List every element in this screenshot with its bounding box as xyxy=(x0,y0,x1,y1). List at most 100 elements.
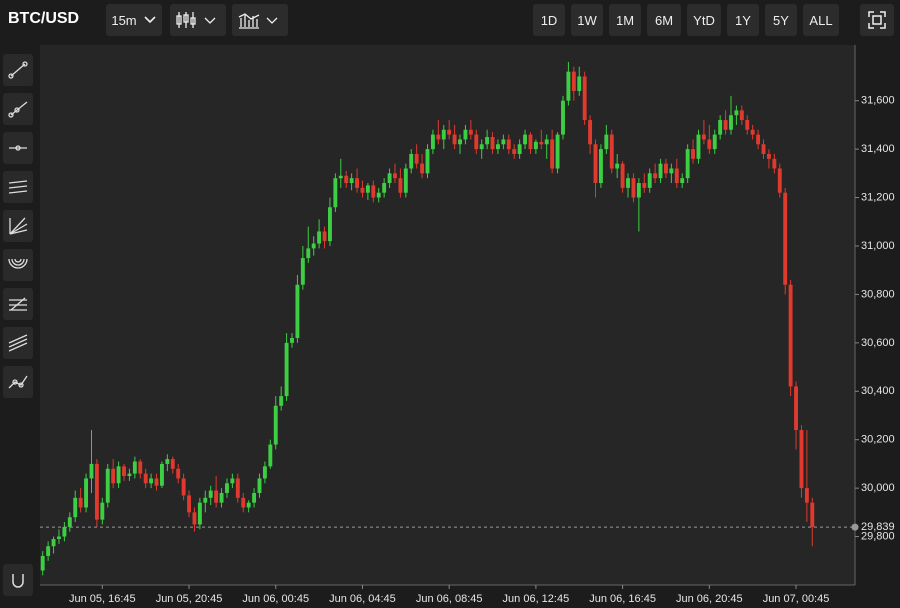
candle-body xyxy=(582,76,587,121)
plot-area xyxy=(40,45,855,585)
candle-body xyxy=(203,497,208,503)
candle-body xyxy=(355,178,359,188)
y-tick-label: 30,000 xyxy=(861,482,895,494)
candle-body xyxy=(393,173,397,179)
range-button[interactable]: 1Y xyxy=(727,4,759,36)
range-button[interactable]: 5Y xyxy=(765,4,797,36)
candle-body xyxy=(252,492,257,503)
candle-body xyxy=(777,168,782,193)
tool-path[interactable] xyxy=(3,366,33,398)
candle-body xyxy=(810,502,815,528)
candle-body xyxy=(176,468,181,479)
candle-body xyxy=(485,137,490,145)
candle-body xyxy=(360,187,365,193)
candle-body xyxy=(94,463,99,520)
tool-hline[interactable] xyxy=(3,132,33,164)
x-tick-label: Jun 06, 08:45 xyxy=(416,593,483,605)
candle-body xyxy=(680,178,685,184)
candle-body xyxy=(420,163,425,174)
candle-body xyxy=(734,110,739,116)
candle-body xyxy=(517,144,522,154)
x-tick-label: Jun 06, 04:45 xyxy=(329,593,396,605)
candle-body xyxy=(458,139,462,145)
y-tick-label: 30,600 xyxy=(861,337,895,349)
candle-body xyxy=(365,185,370,193)
candle-body xyxy=(555,134,560,169)
candle-body xyxy=(718,120,723,135)
fullscreen-button[interactable] xyxy=(860,4,894,36)
candle-body xyxy=(116,466,121,484)
candle-body xyxy=(273,405,278,445)
indicator-button[interactable] xyxy=(232,4,288,36)
candle-body xyxy=(447,129,452,135)
candle-body xyxy=(620,163,625,188)
candle-body xyxy=(430,134,435,150)
candle-body xyxy=(46,546,51,556)
candle-body xyxy=(788,284,793,387)
candle-body xyxy=(230,478,235,484)
candle-body xyxy=(89,463,94,479)
chart-type-button[interactable] xyxy=(170,4,226,36)
candle-body xyxy=(593,144,598,184)
candle-body xyxy=(219,492,224,503)
tool-channel[interactable] xyxy=(3,171,33,203)
x-tick-label: Jun 06, 12:45 xyxy=(503,593,570,605)
tool-arc[interactable] xyxy=(3,249,33,281)
last-price-dot xyxy=(851,523,859,531)
x-tick-label: Jun 05, 20:45 xyxy=(156,593,223,605)
candle-body xyxy=(631,178,636,198)
candle-body xyxy=(474,134,479,150)
candle-body xyxy=(284,342,289,397)
tool-magnet[interactable] xyxy=(3,564,33,596)
candle-body xyxy=(739,110,744,121)
candle-body xyxy=(566,71,571,101)
x-tick-label: Jun 07, 00:45 xyxy=(763,593,830,605)
candle-body xyxy=(571,71,576,92)
range-button[interactable]: 1M xyxy=(609,4,641,36)
indicator-icon xyxy=(238,13,278,29)
candle-body xyxy=(490,137,495,150)
candle-body xyxy=(550,139,555,169)
tool-line[interactable] xyxy=(3,54,33,86)
candle-body xyxy=(84,478,89,508)
candle-body xyxy=(67,517,72,527)
range-button[interactable]: 1W xyxy=(571,4,603,36)
candle-body xyxy=(626,178,630,188)
candle-body xyxy=(317,231,322,244)
candle-body xyxy=(523,134,528,145)
candle-body xyxy=(512,149,517,154)
candle-body xyxy=(756,134,761,145)
candle-body xyxy=(696,134,701,159)
toolbar: BTC/USD 15m 1D 1W 1M 6M YtD 1Y 5Y ALL xyxy=(0,0,900,42)
candle-body xyxy=(349,178,354,184)
candle-body xyxy=(51,538,56,547)
range-button[interactable]: YtD xyxy=(687,4,721,36)
chevron xyxy=(144,16,156,24)
range-button[interactable]: ALL xyxy=(803,4,839,36)
candle-body xyxy=(214,490,219,503)
candle-body xyxy=(501,139,506,145)
candle-body xyxy=(300,258,305,285)
candle-body xyxy=(105,468,110,503)
candle-body xyxy=(539,141,544,145)
interval-button[interactable]: 15m xyxy=(106,4,162,36)
tool-fan[interactable] xyxy=(3,210,33,242)
tool-fib[interactable] xyxy=(3,288,33,320)
tool-ray[interactable] xyxy=(3,93,33,125)
candle-body xyxy=(246,502,251,508)
y-tick-label: 31,400 xyxy=(861,143,895,155)
range-button[interactable]: 1D xyxy=(533,4,565,36)
tool-pitchfork[interactable] xyxy=(3,327,33,359)
candle-body xyxy=(588,120,593,145)
y-tick-label: 30,200 xyxy=(861,434,895,446)
range-button[interactable]: 6M xyxy=(647,4,681,36)
candle-body xyxy=(192,512,197,525)
candle-body xyxy=(235,478,240,498)
candle-body xyxy=(159,463,164,486)
candle-body xyxy=(78,497,83,508)
candle-body xyxy=(691,149,696,159)
candle-body xyxy=(636,183,641,198)
symbol-title: BTC/USD xyxy=(8,10,80,27)
candle-body xyxy=(615,163,620,169)
interval-label: 15m xyxy=(111,12,137,28)
